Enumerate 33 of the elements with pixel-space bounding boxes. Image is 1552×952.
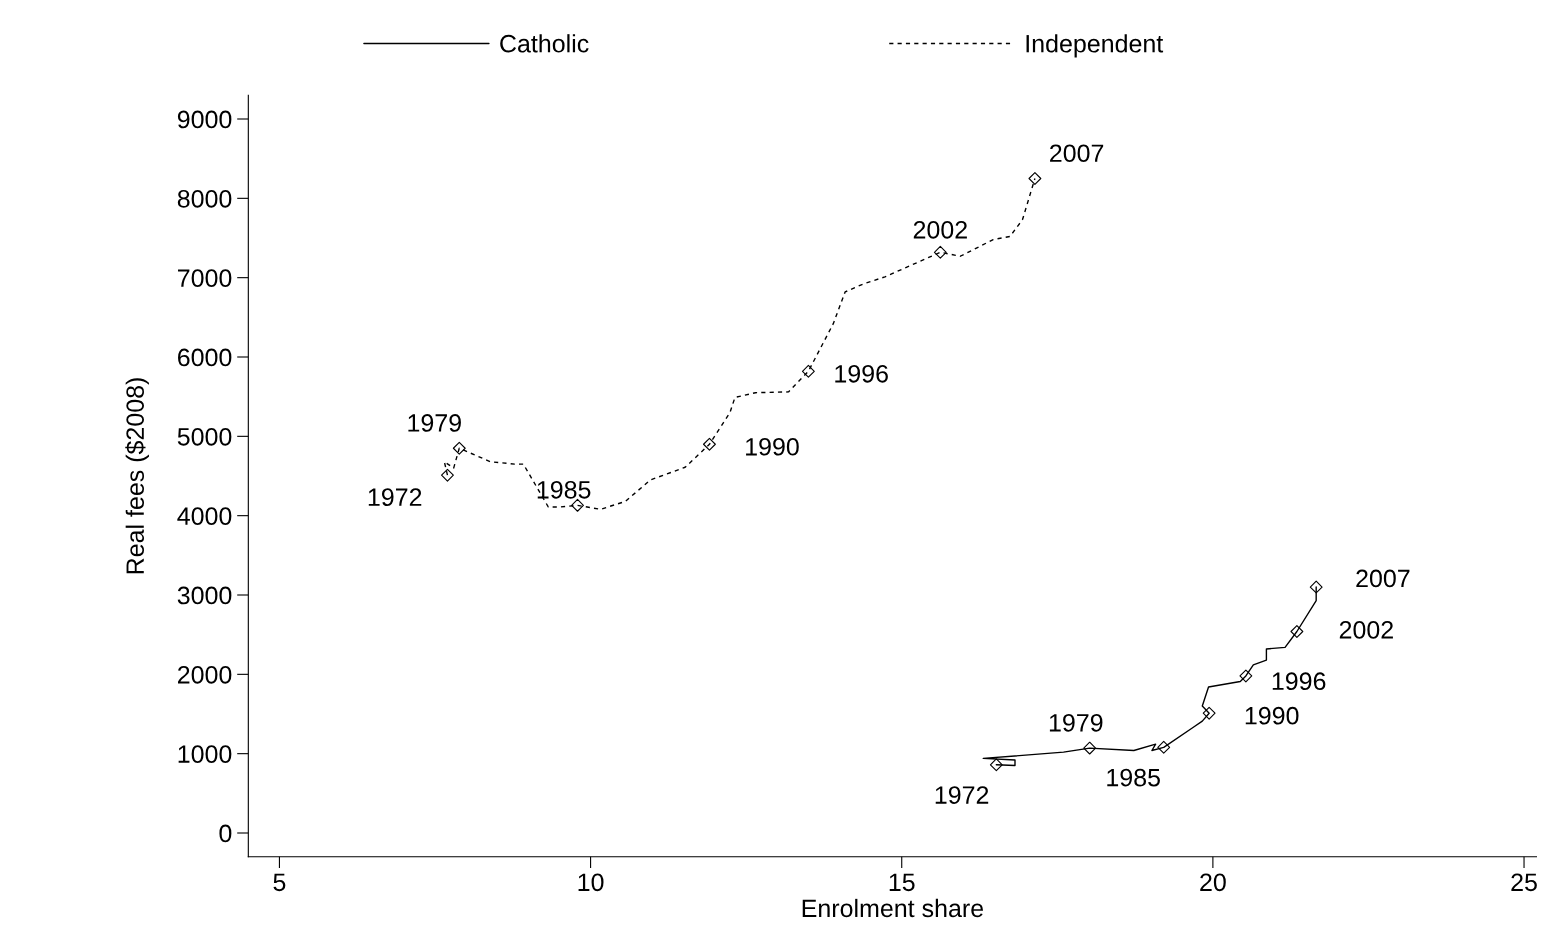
legend-label: Independent	[1026, 34, 1164, 58]
annotation: 1996	[835, 364, 888, 383]
annotation: 2007	[1050, 144, 1104, 163]
y-tick-label: 3000	[177, 586, 232, 605]
annotation: 1985	[537, 480, 591, 499]
annotation: 1972	[935, 786, 989, 804]
annotation: 1979	[408, 414, 461, 432]
x-tick-label: 25	[1511, 873, 1537, 892]
y-tick-label: 5000	[177, 427, 232, 446]
legend-label: Catholic	[500, 34, 589, 53]
annotation: 1990	[746, 437, 799, 456]
x-axis-title: Enrolment share	[802, 898, 984, 918]
annotation: 2002	[1339, 620, 1393, 639]
y-tick-label: 0	[219, 824, 232, 843]
y-axis-title: Real fees ($2008)	[125, 378, 149, 574]
annotation: 1990	[1245, 706, 1299, 725]
y-tick-label: 8000	[177, 189, 232, 208]
annotation: 1996	[1272, 672, 1326, 691]
y-tick-label: 9000	[177, 110, 232, 129]
x-tick-label: 15	[889, 873, 915, 892]
annotation: 2007	[1356, 569, 1410, 588]
annotation: 1979	[1049, 713, 1103, 732]
annotation: 1985	[1107, 768, 1160, 787]
annotation: 1972	[368, 488, 422, 507]
y-tick-label: 6000	[178, 348, 232, 367]
y-tick-label: 2000	[178, 665, 232, 684]
x-tick-label: 10	[578, 873, 604, 892]
annotation: 2002	[913, 220, 967, 239]
x-tick-label: 5	[273, 873, 286, 892]
y-tick-label: 4000	[177, 507, 232, 525]
y-tick-label: 1000	[178, 745, 232, 763]
y-tick-label: 7000	[178, 269, 232, 287]
x-tick-label: 20	[1200, 873, 1226, 892]
